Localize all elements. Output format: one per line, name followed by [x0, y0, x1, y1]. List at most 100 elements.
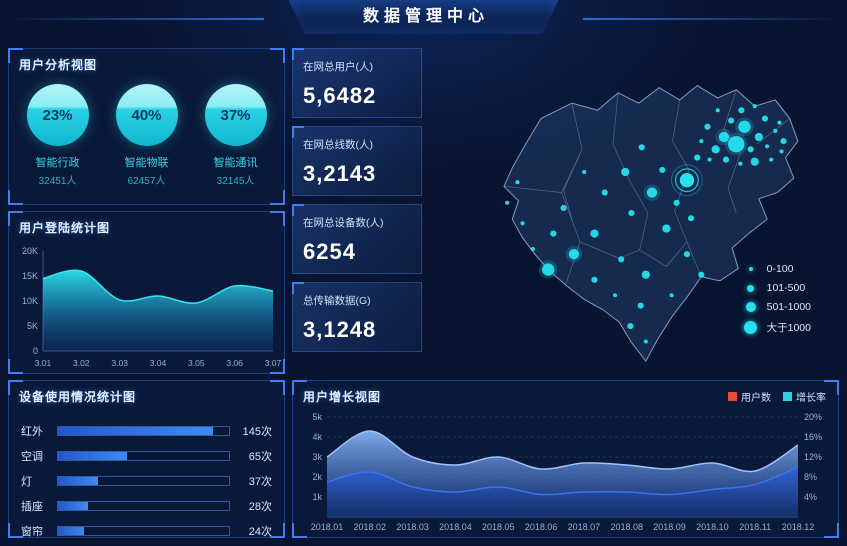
header-decor-line-right — [583, 18, 833, 20]
device-name: 插座 — [21, 500, 43, 513]
stat-value: 3,1248 — [303, 317, 377, 342]
svg-text:15K: 15K — [22, 271, 38, 281]
legend-dot — [743, 302, 759, 312]
svg-text:20%: 20% — [804, 412, 822, 422]
gauge-label: 智能物联 — [124, 157, 169, 169]
gauge-label: 智能行政 — [35, 157, 80, 169]
svg-text:2018.01: 2018.01 — [311, 522, 344, 532]
svg-text:2018.08: 2018.08 — [610, 522, 643, 532]
device-row: 窗帘 24次 — [21, 518, 272, 543]
legend-dot — [743, 284, 759, 292]
panel-title-user-growth: 用户增长视图 — [303, 390, 382, 404]
legend-item[interactable]: 增长率 — [783, 389, 826, 404]
device-name: 灯 — [21, 475, 32, 488]
device-bar-fill — [58, 426, 213, 435]
panel-device-stats: 设备使用情况统计图 红外 145次 空调 65次灯 37次 插座 28次 窗帘 24次 — [8, 380, 285, 538]
svg-text:3.04: 3.04 — [150, 358, 167, 368]
panel-user-growth: 用户增长视图 用户数 增长率 1k 4% 2k 8% 3k 12% 4k 16% 5k 20% 201… — [292, 380, 839, 538]
svg-text:3.06: 3.06 — [226, 358, 243, 368]
svg-text:16%: 16% — [804, 432, 822, 442]
svg-text:2018.11: 2018.11 — [739, 522, 771, 532]
stat-label: 在网总用户(人) — [303, 61, 373, 73]
panel-title-login-stats: 用户登陆统计图 — [19, 221, 111, 235]
svg-text:2018.02: 2018.02 — [354, 522, 387, 532]
legend-label: 501-1000 — [766, 301, 811, 313]
gauge-percent: 40% — [131, 106, 162, 124]
device-row: 红外 145次 — [21, 418, 272, 443]
map-legend: 0-100 101-500 501-1000 大于1000 — [743, 256, 811, 342]
svg-text:3.02: 3.02 — [73, 358, 90, 368]
map-legend-item[interactable]: 大于1000 — [743, 320, 811, 335]
map-legend-item[interactable]: 101-500 — [743, 282, 811, 294]
login-area-chart: 0 5K 10K 15K 20K 3.01 3.02 3.03 3.04 3.05 3.06 3.07 — [9, 239, 284, 376]
svg-text:12%: 12% — [804, 452, 822, 462]
svg-text:2018.07: 2018.07 — [568, 522, 601, 532]
device-name: 红外 — [21, 425, 43, 438]
device-bar-fill — [58, 526, 84, 535]
gauge-percent: 23% — [42, 106, 73, 124]
device-bar-fill — [58, 476, 98, 485]
map-area: 0-100 101-500 501-1000 大于1000 — [428, 44, 839, 378]
svg-text:4%: 4% — [804, 492, 817, 502]
legend-dot — [743, 321, 759, 334]
panel-login-stats: 用户登陆统计图 0 5K 10K 15K 20K 3.01 3.02 3.03 3.04 3.05… — [8, 211, 285, 374]
gauge-count: 62457人 — [127, 176, 166, 187]
device-row: 插座 28次 — [21, 493, 272, 518]
svg-text:4k: 4k — [312, 432, 322, 442]
svg-text:2018.12: 2018.12 — [782, 522, 815, 532]
device-bar-track — [57, 525, 230, 536]
gauge-circle: 40% — [115, 84, 178, 146]
map-legend-item[interactable]: 501-1000 — [743, 301, 811, 313]
stat-label: 在网总设备数(人) — [303, 217, 384, 229]
legend-label: 用户数 — [741, 393, 771, 404]
svg-text:2k: 2k — [312, 472, 322, 482]
device-value: 145次 — [242, 425, 272, 438]
svg-text:20K: 20K — [22, 246, 38, 256]
liquid-gauge: 37% 智能通讯 32145人 — [193, 84, 279, 187]
svg-text:5K: 5K — [27, 321, 38, 331]
legend-swatch — [728, 392, 737, 401]
svg-text:10K: 10K — [22, 296, 38, 306]
device-bar-fill — [58, 451, 128, 460]
device-value: 37次 — [248, 475, 272, 488]
legend-item[interactable]: 用户数 — [728, 389, 771, 404]
stat-card: 总传输数据(G) 3,1248 — [292, 282, 422, 352]
province-map — [503, 85, 799, 362]
stat-label: 在网总线数(人) — [303, 139, 373, 151]
stat-card: 在网总用户(人) 5,6482 — [292, 48, 422, 118]
svg-text:2018.03: 2018.03 — [396, 522, 429, 532]
device-bar-track — [57, 425, 230, 436]
map-scatter-points — [505, 104, 787, 344]
svg-text:8%: 8% — [804, 472, 817, 482]
stat-cards: 在网总用户(人) 5,6482 在网总线数(人) 3,2143 在网总设备数(人) 625… — [292, 48, 422, 352]
svg-text:1k: 1k — [312, 492, 322, 502]
gauge-label: 智能通讯 — [213, 157, 258, 169]
header-decor-line-left — [14, 18, 264, 20]
device-bar-track — [57, 475, 230, 486]
liquid-gauge: 23% 智能行政 32451人 — [15, 84, 101, 187]
gauge-count: 32145人 — [216, 176, 255, 187]
device-name: 窗帘 — [21, 525, 43, 538]
stat-value: 6254 — [303, 239, 356, 264]
svg-text:2018.05: 2018.05 — [482, 522, 515, 532]
panel-user-analysis: 用户分析视图 23% 智能行政 32451人 40% 智能物联 62457人 37% 智能通讯… — [8, 48, 285, 205]
svg-text:2018.06: 2018.06 — [525, 522, 558, 532]
svg-text:2018.04: 2018.04 — [439, 522, 472, 532]
legend-label: 0-100 — [766, 263, 794, 275]
device-bar-track — [57, 450, 230, 461]
legend-label: 大于1000 — [766, 322, 811, 334]
svg-text:2018.10: 2018.10 — [696, 522, 729, 532]
device-bar-fill — [58, 501, 88, 510]
map-legend-item[interactable]: 0-100 — [743, 263, 811, 275]
svg-text:3.07: 3.07 — [265, 358, 282, 368]
stat-card: 在网总线数(人) 3,2143 — [292, 126, 422, 196]
stat-value: 5,6482 — [303, 83, 377, 108]
liquid-gauge: 40% 智能物联 62457人 — [104, 84, 190, 187]
svg-text:2018.09: 2018.09 — [653, 522, 686, 532]
panel-title-device-stats: 设备使用情况统计图 — [19, 390, 137, 404]
svg-text:3.03: 3.03 — [111, 358, 128, 368]
legend-dot — [743, 267, 759, 271]
device-value: 28次 — [248, 500, 272, 513]
legend-label: 101-500 — [766, 282, 806, 294]
